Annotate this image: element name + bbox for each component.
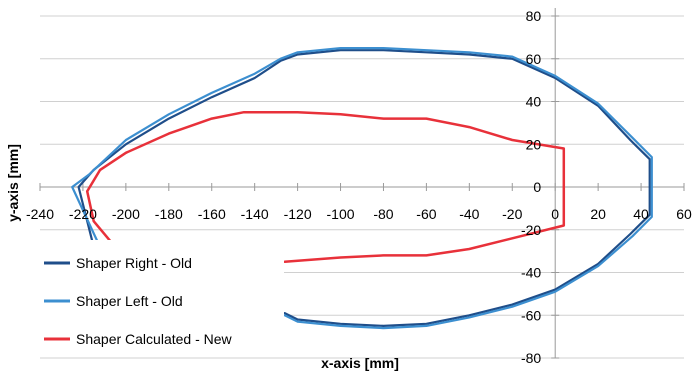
y-tick-label: -20 [521,222,541,238]
y-tick-label: -60 [521,307,541,323]
legend-label-2: Shaper Left - Old [76,293,183,309]
x-tick-label: -220 [69,206,97,222]
x-tick-label: -240 [26,206,54,222]
x-tick-label: -80 [373,206,393,222]
x-tick-label: 0 [551,206,559,222]
y-tick-label: -80 [521,350,541,366]
legend-box [34,240,284,348]
series-line-3 [85,110,566,264]
x-tick-label: 20 [590,206,606,222]
x-tick-label: -140 [241,206,269,222]
legend-label-3: Shaper Calculated - New [76,331,233,347]
x-tick-label: 60 [676,206,692,222]
y-tick-label: -40 [521,265,541,281]
y-tick-label: 20 [526,136,542,152]
y-tick-label: 80 [526,8,542,24]
legend: Shaper Right - Old Shaper Left - Old Shape… [44,255,233,347]
x-axis-title: x-axis [mm] [321,355,399,371]
tick-labels: -240 -220 -200 -180 -160 -140 -120 -100 -80 -60 -4… [26,8,692,366]
y-tick-label: 40 [526,94,542,110]
legend-label-1: Shaper Right - Old [76,255,192,271]
series-line-1 [77,49,651,327]
x-tick-label: -20 [502,206,522,222]
y-tick-label: 0 [533,179,541,195]
axis-layer [39,8,685,359]
x-tick-label: -60 [416,206,436,222]
y-tick-label: 60 [526,51,542,67]
x-tick-label: 40 [633,206,649,222]
series-line-2 [71,47,653,330]
x-tick-label: -100 [327,206,355,222]
x-tick-label: -200 [112,206,140,222]
x-tick-label: -120 [284,206,312,222]
x-tick-label: -160 [198,206,226,222]
x-tick-label: -180 [155,206,183,222]
series-layer [71,47,653,330]
x-tick-label: -40 [459,206,479,222]
y-axis-title: y-axis [mm] [5,144,21,222]
